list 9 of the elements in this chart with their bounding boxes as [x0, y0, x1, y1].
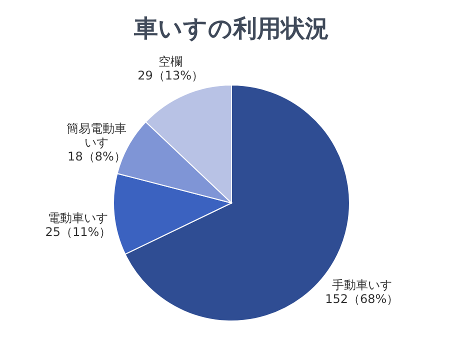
data-label: 29（13%）	[138, 68, 204, 83]
slice-label: 空欄	[158, 54, 183, 69]
slice-label: 簡易電動車いす	[66, 122, 127, 150]
data-label: 152（68%）	[325, 292, 399, 306]
slice-label: 手動車いす	[332, 278, 392, 292]
chart-title: 車いすの利用状況	[133, 14, 329, 43]
data-label: 25（11%）	[45, 225, 112, 240]
slice-label: 電動車いす	[48, 211, 108, 226]
data-label: 18（8%）	[68, 150, 126, 164]
